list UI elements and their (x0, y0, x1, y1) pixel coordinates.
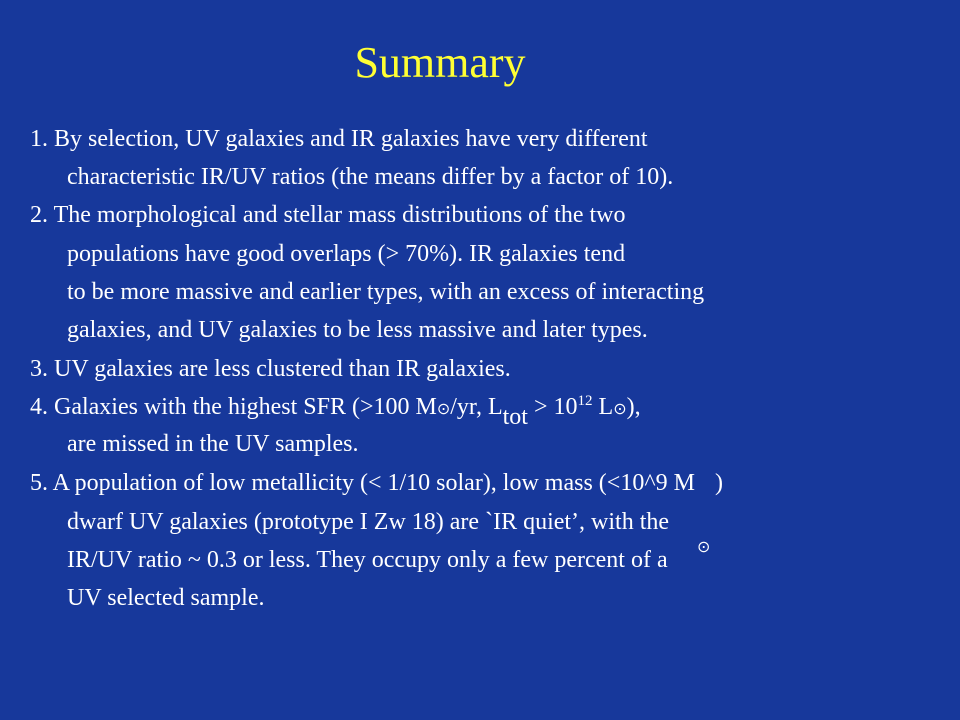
text-line: to be more massive and earlier types, wi… (67, 279, 705, 305)
text: 5. A population of low metallicity (< 1/… (30, 470, 695, 496)
title: Summary (354, 38, 526, 87)
superscript: 12 (577, 393, 593, 409)
text-line: 5. A population of low metallicity (< 1/… (30, 469, 723, 556)
text: L (592, 394, 614, 420)
text-line: galaxies, and UV galaxies to be less mas… (67, 317, 648, 343)
sun-symbol: ⊙ (436, 401, 451, 418)
text-line: UV selected sample. (67, 585, 265, 611)
text-line: 1. By selection, UV galaxies and IR gala… (30, 126, 648, 152)
sun-symbol: ⊙ (613, 401, 627, 418)
text: ) (714, 470, 723, 496)
text-line: 4. Galaxies with the highest SFR (>100 M… (30, 393, 641, 430)
text-line: dwarf UV galaxies (prototype I Zw 18) ar… (67, 509, 670, 535)
text-line: are missed in the UV samples. (67, 431, 359, 457)
text-line: IR/UV ratio ~ 0.3 or less. They occupy o… (67, 547, 668, 573)
sun-symbol: ⊙ (696, 539, 711, 556)
text: > 10 (527, 394, 578, 420)
text: 4. Galaxies with the highest SFR (>100 M (30, 394, 437, 420)
text-line: characteristic IR/UV ratios (the means d… (67, 164, 674, 190)
text-line: 2. The morphological and stellar mass di… (30, 202, 626, 228)
text-line: populations have good overlaps (> 70%). … (67, 241, 626, 267)
text: ), (626, 394, 641, 420)
text-line: 3. UV galaxies are less clustered than I… (30, 356, 511, 382)
text: /yr, L (450, 394, 503, 420)
subscript: tot (502, 404, 528, 430)
